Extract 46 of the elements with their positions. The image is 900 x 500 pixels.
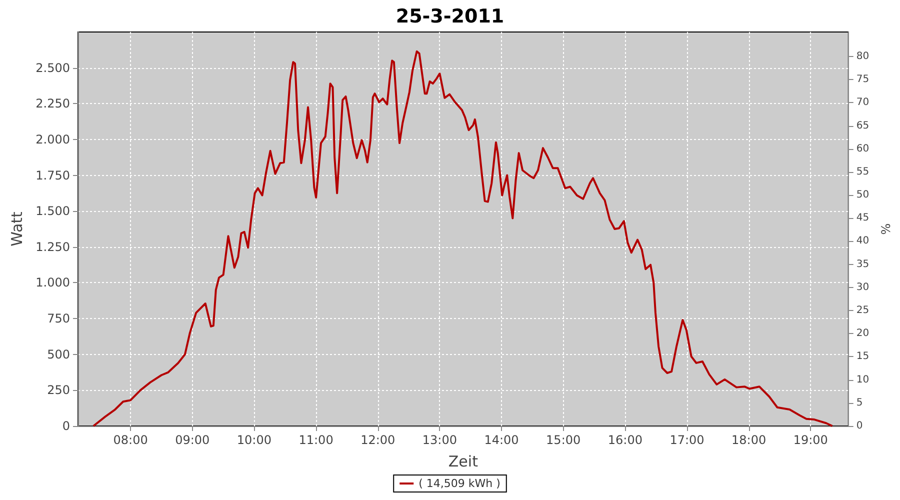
y-tick-label: 250 — [47, 383, 70, 398]
x-tick-label: 15:00 — [546, 433, 581, 447]
y2-tick-label: 50 — [856, 190, 870, 201]
y2-tick-label: 70 — [856, 97, 870, 108]
y-tick-label: 500 — [47, 347, 70, 362]
y2-tick-label: 75 — [856, 74, 870, 86]
y-axis-title: Watt — [8, 211, 26, 246]
y2-tick-label: 60 — [856, 143, 870, 154]
x-tick-label: 12:00 — [360, 433, 396, 447]
y2-tick-label: 20 — [856, 328, 870, 340]
x-tick-label: 17:00 — [670, 433, 704, 447]
y2-tick-label: 40 — [856, 236, 870, 247]
y-tick-label: 1.250 — [36, 240, 70, 254]
y2-tick-label: 10 — [856, 374, 870, 386]
y2-tick-label: 5 — [856, 397, 863, 408]
y2-tick-label: 45 — [856, 212, 870, 224]
y-tick-label: 1.500 — [36, 204, 70, 218]
y-tick-label: 1.750 — [36, 168, 70, 182]
y-tick-label: 750 — [47, 312, 70, 326]
x-tick-label: 14:00 — [484, 433, 519, 447]
x-tick-label: 08:00 — [113, 433, 148, 447]
x-axis-title: Zeit — [448, 452, 478, 470]
chart-title: 25-3-2011 — [396, 6, 504, 28]
x-tick-label: 19:00 — [793, 433, 828, 447]
y2-tick-label: 30 — [856, 282, 870, 293]
x-tick-label: 11:00 — [298, 433, 334, 447]
x-tick-label: 18:00 — [732, 433, 766, 447]
x-tick-label: 10:00 — [236, 433, 272, 447]
x-tick-label: 13:00 — [422, 433, 457, 447]
line-series — [92, 50, 834, 427]
legend-label: ( 14,509 kWh ) — [418, 477, 500, 490]
y-tick-label: 2.500 — [36, 60, 70, 75]
y2-tick-label: 55 — [856, 166, 870, 178]
x-tick-label: 16:00 — [608, 433, 642, 447]
y-tick-label: 2.250 — [36, 96, 70, 111]
y2-tick-label: 65 — [856, 120, 870, 132]
y-tick-label: 2.000 — [36, 132, 70, 146]
y-tick-label: 1.000 — [36, 276, 70, 290]
y2-tick-label: 25 — [856, 305, 870, 316]
y-tick-label: 0 — [62, 419, 70, 433]
y2-tick-label: 15 — [856, 351, 870, 362]
y2-tick-label: 35 — [856, 258, 870, 270]
y2-tick-label: 0 — [856, 420, 863, 432]
y2-tick-label: 80 — [856, 50, 870, 62]
x-tick-label: 09:00 — [175, 433, 210, 447]
y2-axis-title: % — [879, 223, 893, 235]
